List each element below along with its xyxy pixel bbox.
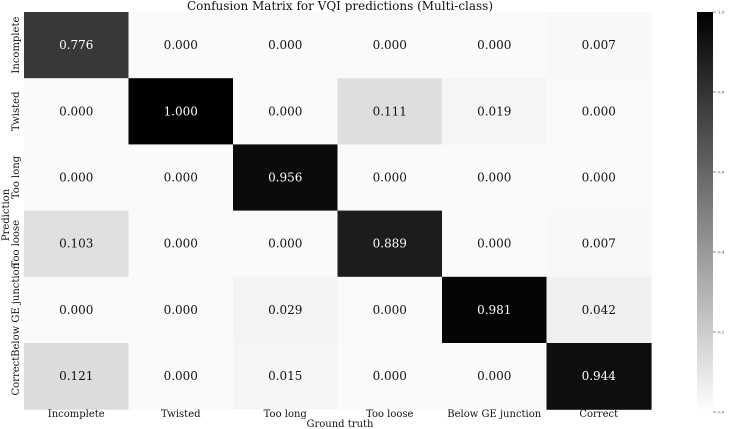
cell-value-label: 0.776 <box>59 38 93 52</box>
heatmap-cell <box>24 12 130 79</box>
heatmap-cell <box>546 78 652 145</box>
cell-value-label: 0.000 <box>268 104 302 118</box>
cell-value-label: 0.000 <box>582 171 616 185</box>
colorbar-tick-label: 0.2 <box>718 330 725 335</box>
y-tick-label: Correct <box>11 357 22 396</box>
colorbar <box>697 12 713 412</box>
x-axis-label: Ground truth <box>307 419 375 429</box>
y-tick-label: Twisted <box>11 91 22 131</box>
heatmap-cell <box>24 78 130 145</box>
colorbar-tick-labels: 0.0 0.2 0.4 0.6 0.8 1.0 <box>713 10 725 415</box>
heatmap-cell <box>337 144 443 212</box>
cell-value-label: 0.111 <box>373 104 407 118</box>
cell-value-label: 0.000 <box>164 369 198 383</box>
cell-value-label: 0.000 <box>164 303 198 317</box>
cell-value-label: 0.944 <box>582 369 617 383</box>
cell-value-label: 0.000 <box>477 38 511 52</box>
cell-value-label: 1.000 <box>164 104 198 118</box>
cell-value-label: 0.000 <box>268 237 302 251</box>
cell-value-label: 0.000 <box>477 237 511 251</box>
heatmap-cell <box>233 12 339 79</box>
heatmap-cell <box>128 12 234 79</box>
y-tick-label: Below GE junction <box>11 262 22 357</box>
x-tick-label: Too long <box>264 409 308 420</box>
heatmap-cell <box>337 78 443 145</box>
cell-value-label: 0.019 <box>477 104 511 118</box>
heatmap-cell <box>442 343 548 410</box>
cell-value-label: 0.889 <box>373 237 407 251</box>
heatmap-cell <box>546 210 652 278</box>
heatmap-cell <box>24 210 130 278</box>
cell-value-label: 0.981 <box>477 303 511 317</box>
heatmap-cell <box>233 144 339 212</box>
cell-value-label: 0.015 <box>268 369 302 383</box>
heatmap-cell <box>442 210 548 278</box>
heatmap-cell <box>24 276 130 344</box>
cell-value-label: 0.000 <box>268 38 302 52</box>
cell-value-label: 0.103 <box>59 237 93 251</box>
chart-title: Confusion Matrix for VQI predictions (Mu… <box>187 0 493 13</box>
heatmap-cell <box>442 78 548 145</box>
cell-value-label: 0.121 <box>59 369 93 383</box>
y-tick-labels: Incomplete Twisted Too long Too looseBelow … <box>11 17 22 396</box>
colorbar-tick-label: 0.4 <box>718 250 725 255</box>
cell-value-label: 0.000 <box>477 369 511 383</box>
heatmap-cell <box>233 343 339 410</box>
cell-value-label: 0.000 <box>59 104 93 118</box>
heatmap-cell <box>442 12 548 79</box>
cell-value-label: 0.000 <box>59 303 93 317</box>
heatmap-cell <box>337 343 443 410</box>
y-tick-label: Too long <box>11 155 22 199</box>
cell-value-label: 0.956 <box>268 171 302 185</box>
y-tick-label: Incomplete <box>11 17 22 74</box>
x-tick-label: Incomplete <box>48 409 105 420</box>
heatmap-cell <box>128 343 234 410</box>
heatmap-cell <box>128 78 234 145</box>
cell-value-label: 0.000 <box>373 303 407 317</box>
heatmap-cell <box>128 276 234 344</box>
heatmap-cell <box>337 210 443 278</box>
heatmap-cell <box>128 210 234 278</box>
colorbar-tick-label: 1.0 <box>718 10 725 15</box>
heatmap-cell <box>546 343 652 410</box>
y-axis-label: Prediction <box>1 188 12 241</box>
heatmap-cell <box>233 276 339 344</box>
cell-value-label: 0.029 <box>268 303 302 317</box>
cell-value-label: 0.000 <box>164 171 198 185</box>
x-tick-label: Below GE junction <box>447 409 542 420</box>
heatmap-cell <box>233 210 339 278</box>
cell-value-label: 0.007 <box>582 237 616 251</box>
y-tick-label: Too loose <box>11 220 22 267</box>
heatmap-cell <box>546 276 652 344</box>
cell-value-label: 0.000 <box>373 369 407 383</box>
cell-value-label: 0.007 <box>582 38 616 52</box>
heatmap-cell <box>442 144 548 212</box>
colorbar-tick-label: 0.6 <box>718 170 725 175</box>
colorbar-tick-label: 0.8 <box>718 90 725 95</box>
heatmap-cell <box>337 276 443 344</box>
colorbar-tick-label: 0.0 <box>718 410 725 415</box>
heatmap-cell <box>233 78 339 145</box>
heatmap-cell <box>546 12 652 79</box>
cell-value-label: 0.042 <box>582 303 616 317</box>
cell-value-label: 0.000 <box>477 171 511 185</box>
heatmap-cell <box>546 144 652 212</box>
heatmap-cell <box>128 144 234 212</box>
cell-value-label: 0.000 <box>582 104 616 118</box>
cell-value-label: 0.000 <box>164 237 198 251</box>
x-tick-label: Correct <box>579 409 618 420</box>
x-tick-label: Twisted <box>161 409 201 420</box>
heatmap-cells: 0.776 0.000 0.000 0.000 0.000 0.007 0.000 1.000… <box>24 12 652 410</box>
heatmap-cell <box>24 144 130 212</box>
cell-value-label: 0.000 <box>373 171 407 185</box>
heatmap-cell <box>337 12 443 79</box>
x-tick-label: Too loose <box>366 409 413 420</box>
x-tick-labels: Incomplete Twisted Too long Too loose Below … <box>48 409 618 420</box>
heatmap-cell <box>24 343 130 410</box>
cell-value-label: 0.000 <box>164 38 198 52</box>
cell-value-label: 0.000 <box>373 38 407 52</box>
cell-value-label: 0.000 <box>59 171 93 185</box>
heatmap-cell <box>442 276 548 344</box>
